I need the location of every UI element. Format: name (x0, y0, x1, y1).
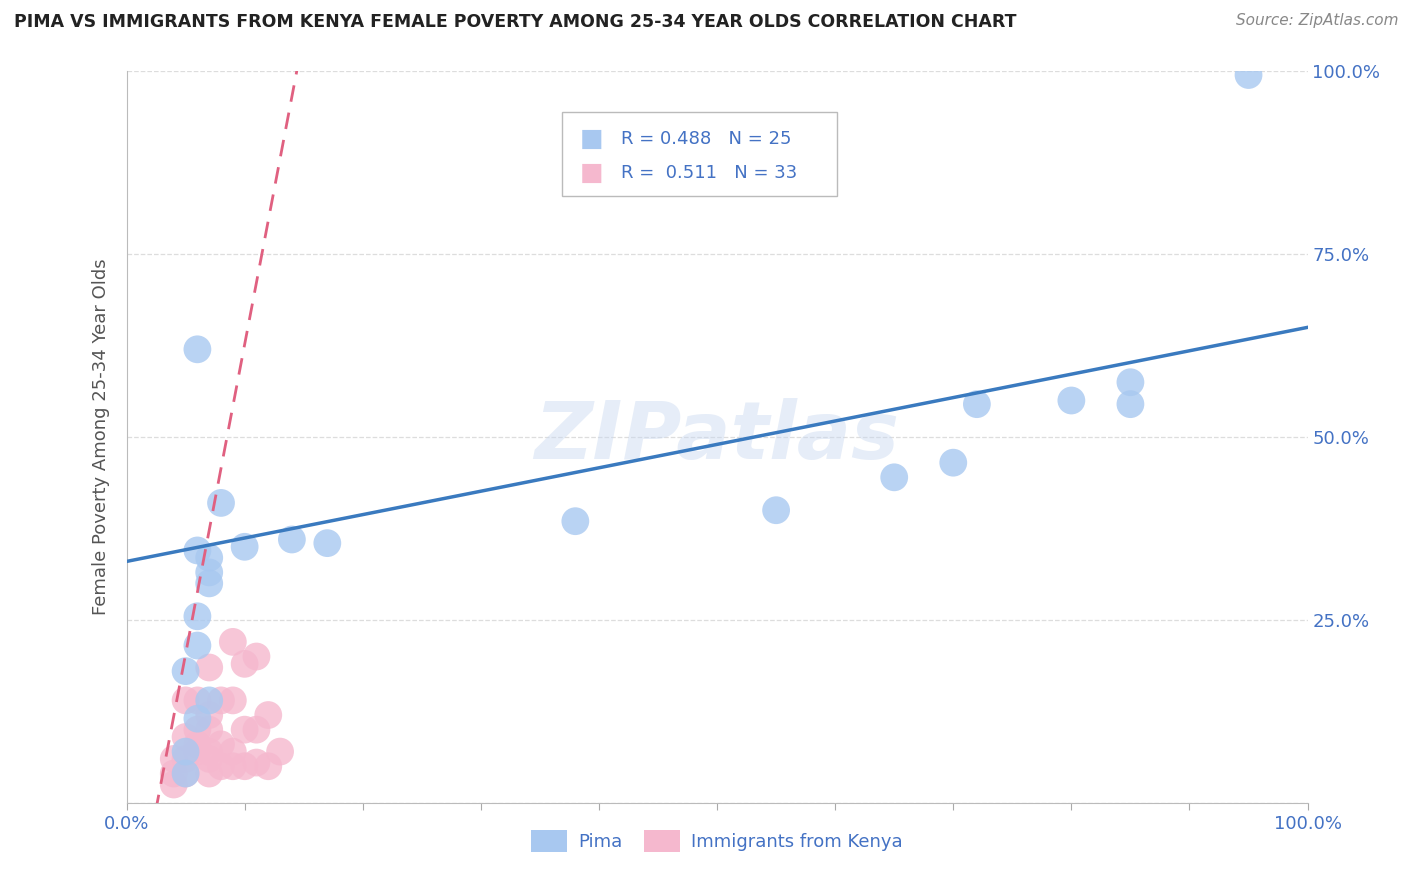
Point (198, 752, 221, 766)
Legend: Pima, Immigrants from Kenya: Pima, Immigrants from Kenya (524, 823, 910, 860)
Point (186, 609, 208, 624)
Point (233, 540, 256, 554)
Point (257, 708, 280, 723)
Point (186, 712, 208, 726)
Point (209, 693, 232, 707)
Point (198, 766, 221, 780)
Point (186, 737, 208, 751)
Point (186, 723, 208, 737)
Point (222, 635, 245, 649)
Point (174, 745, 197, 759)
Point (186, 745, 208, 759)
Point (163, 778, 186, 792)
Point (1119, 376, 1142, 390)
Point (222, 759, 245, 773)
Point (222, 745, 245, 759)
Text: R = 0.488   N = 25: R = 0.488 N = 25 (621, 129, 792, 147)
Point (198, 723, 221, 737)
Point (198, 708, 221, 723)
Point (209, 496, 232, 510)
Point (163, 766, 186, 780)
Text: R =  0.511   N = 33: R = 0.511 N = 33 (621, 163, 797, 181)
Point (942, 456, 965, 470)
Point (269, 745, 291, 759)
Point (883, 470, 905, 484)
Y-axis label: Female Poverty Among 25-34 Year Olds: Female Poverty Among 25-34 Year Olds (91, 259, 110, 615)
Point (257, 759, 280, 773)
Point (198, 576, 221, 591)
Point (198, 660, 221, 674)
Point (198, 566, 221, 580)
Point (281, 533, 304, 547)
Text: PIMA VS IMMIGRANTS FROM KENYA FEMALE POVERTY AMONG 25-34 YEAR OLDS CORRELATION C: PIMA VS IMMIGRANTS FROM KENYA FEMALE POV… (14, 13, 1017, 31)
Point (245, 723, 267, 737)
Point (163, 752, 186, 766)
Point (222, 693, 245, 707)
Point (233, 657, 256, 671)
Point (245, 649, 267, 664)
Point (1060, 393, 1083, 408)
Point (186, 693, 208, 707)
Point (209, 737, 232, 751)
Point (174, 766, 197, 780)
Point (966, 397, 988, 411)
Point (1119, 397, 1142, 411)
Point (174, 766, 197, 780)
Point (186, 639, 208, 653)
Point (198, 693, 221, 707)
Point (186, 543, 208, 558)
Point (186, 343, 208, 357)
Point (316, 536, 339, 550)
Point (174, 730, 197, 744)
Point (174, 752, 197, 766)
Point (209, 759, 232, 773)
Point (174, 693, 197, 707)
Point (564, 514, 586, 528)
Point (765, 503, 787, 517)
Point (174, 664, 197, 678)
Point (1237, 68, 1260, 82)
Point (198, 745, 221, 759)
Text: ZIPatlas: ZIPatlas (534, 398, 900, 476)
Text: ■: ■ (579, 127, 603, 151)
Point (198, 550, 221, 565)
Point (233, 759, 256, 773)
Point (245, 756, 267, 770)
Text: ■: ■ (579, 161, 603, 185)
Point (233, 723, 256, 737)
Text: Source: ZipAtlas.com: Source: ZipAtlas.com (1236, 13, 1399, 29)
